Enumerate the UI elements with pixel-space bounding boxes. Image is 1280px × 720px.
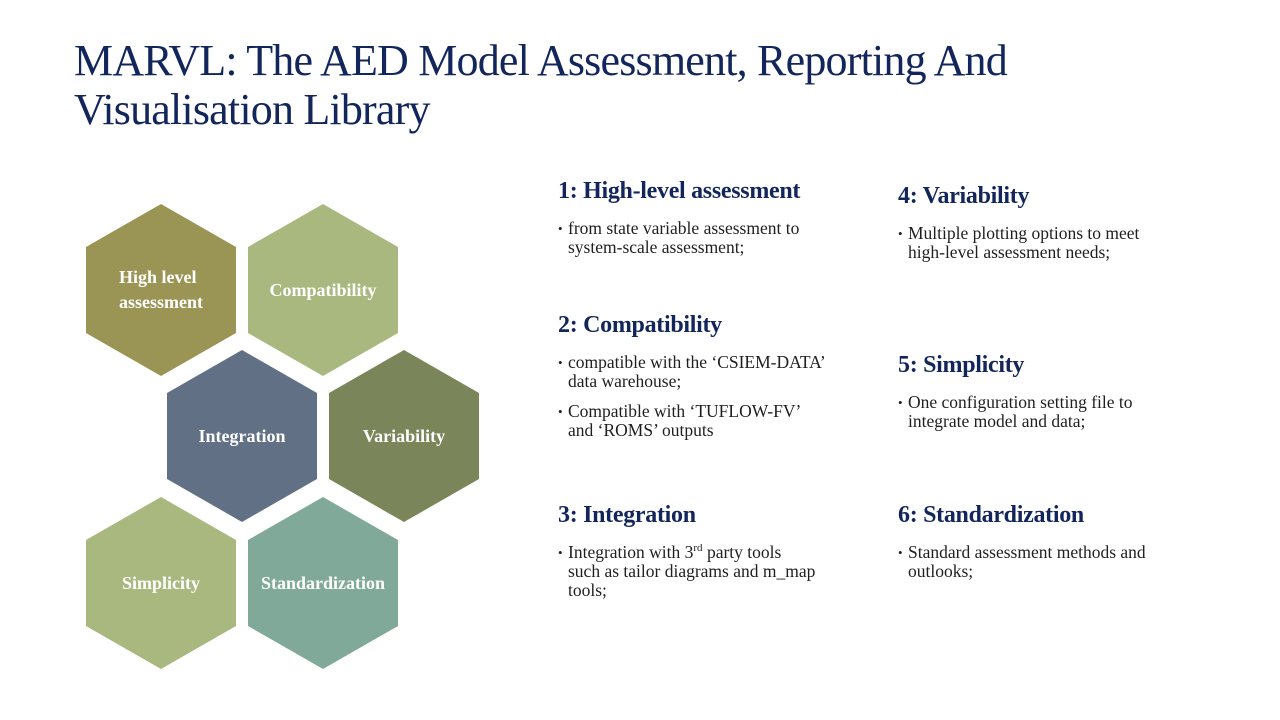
slide-title-line-1: MARVL: The AED Model Assessment, Reporti… [74,36,1008,85]
hexagon-high-level-assessment: High level assessment [86,204,236,376]
hexagon-compatibility: Compatibility [248,204,398,376]
hexagon-label-line-2: assessment [119,292,203,312]
section-heading: 1: High-level assessment [558,178,801,204]
bullet-list: Standard assessment methods and outlooks… [898,543,1178,581]
hexagon-label: Standardization [260,572,386,593]
section-simplicity: 5: Simplicity One configuration setting … [898,351,1198,442]
bullet-item: compatible with the ‘CSIEM-DATA’ data wa… [558,353,828,391]
hexagon-label: Simplicity [121,572,200,593]
bullet-list: compatible with the ‘CSIEM-DATA’ data wa… [558,353,828,440]
bullet-text: Standard assessment methods and outlooks… [908,542,1146,581]
bullet-item: Standard assessment methods and outlooks… [898,543,1178,581]
bullet-text: Multiple plotting options to meet high-l… [908,223,1140,262]
bullet-text: Compatible with ‘TUFLOW-FV’ and ‘ROMS’ o… [568,401,801,440]
section-heading: 6: Standardization [898,502,1084,528]
hexagon-label: High level assessment [119,265,203,315]
section-compatibility: 2: Compatibility compatible with the ‘CS… [558,311,828,451]
bullet-text: One configuration setting file to integr… [908,392,1133,431]
section-variability: 4: Variability Multiple plotting options… [898,182,1158,273]
bullet-item: Compatible with ‘TUFLOW-FV’ and ‘ROMS’ o… [558,402,828,440]
slide-title-line-2: Visualisation Library [74,85,431,134]
bullet-list: One configuration setting file to integr… [898,393,1198,431]
hexagon-standardization: Standardization [248,497,398,669]
bullet-text-line: Integration with 3rd party tools [568,543,838,562]
section-heading: 5: Simplicity [898,352,1025,378]
hexagon-integration: Integration [167,350,317,522]
section-standardization: 6: Standardization Standard assessment m… [898,501,1178,592]
bullet-item: One configuration setting file to integr… [898,393,1198,431]
hexagon-label: Integration [198,425,286,446]
hexagon-variability: Variability [329,350,479,522]
section-heading: 4: Variability [898,183,1030,209]
slide-title: MARVL: The AED Model Assessment, Reporti… [74,36,1224,134]
section-heading: 2: Compatibility [558,312,722,338]
hexagon-simplicity: Simplicity [86,497,236,669]
bullet-text-pre: Integration with 3 [568,542,694,562]
hexagon-label: Variability [362,425,446,446]
bullet-item: Integration with 3rd party tools such as… [558,543,838,600]
bullet-text-rest: such as tailor diagrams and m_map tools; [568,561,816,600]
section-integration: 3: Integration Integration with 3rd part… [558,501,838,611]
hexagon-label-line-1: High level [119,267,197,287]
bullet-text-post: party tools [702,542,782,562]
bullet-list: Multiple plotting options to meet high-l… [898,224,1158,262]
bullet-list: from state variable assessment to system… [558,219,848,257]
bullet-item: Multiple plotting options to meet high-l… [898,224,1158,262]
bullet-item: from state variable assessment to system… [558,219,848,257]
section-high-level-assessment: 1: High-level assessment from state vari… [558,177,848,268]
bullet-text: from state variable assessment to system… [568,218,800,257]
hexagon-label: Compatibility [269,279,377,300]
bullet-list: Integration with 3rd party tools such as… [558,543,838,600]
bullet-text: compatible with the ‘CSIEM-DATA’ data wa… [568,352,825,391]
section-heading: 3: Integration [558,502,696,528]
ordinal-suffix: rd [693,542,703,555]
